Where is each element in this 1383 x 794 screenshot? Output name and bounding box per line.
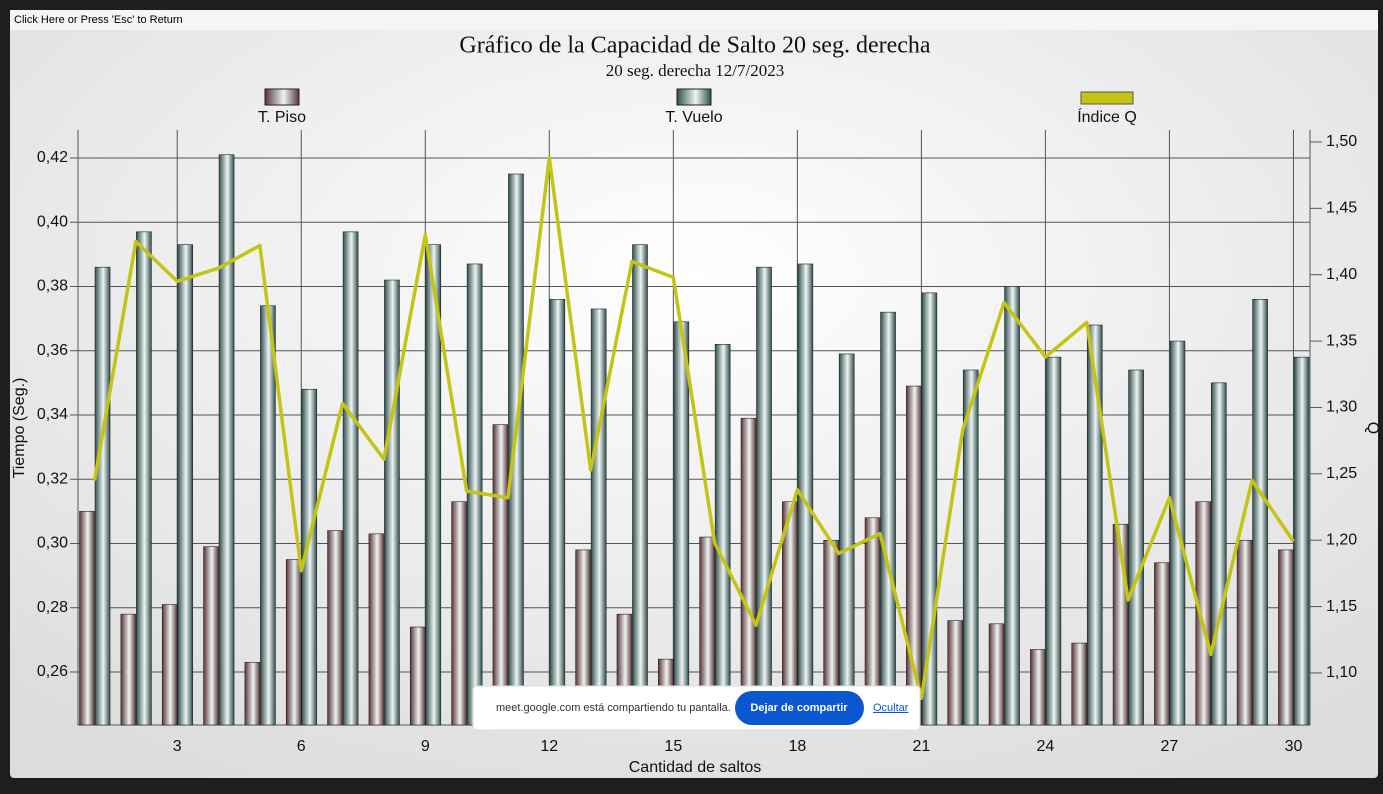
bar <box>1086 324 1103 726</box>
y-tick-label: 0,36 <box>37 342 68 359</box>
x-tick-label: 30 <box>1285 738 1303 755</box>
y-tick-label: 0,34 <box>37 406 68 423</box>
y2-tick-label: 1,40 <box>1326 266 1357 283</box>
y-tick-label: 0,38 <box>37 278 68 295</box>
y2-tick-label: 1,10 <box>1326 664 1357 681</box>
y-tick-label: 0,42 <box>37 149 68 166</box>
stop-button-label[interactable]: Dejar de compartir <box>750 702 848 714</box>
bar <box>714 343 731 726</box>
bar <box>1293 356 1310 726</box>
bar <box>79 511 95 726</box>
bar <box>120 613 137 726</box>
legend-swatch <box>676 88 712 106</box>
bar <box>136 231 152 726</box>
bar <box>880 311 896 726</box>
bar <box>177 244 194 726</box>
bar <box>1252 299 1268 726</box>
bar <box>756 266 772 726</box>
bar <box>409 626 426 726</box>
legend-swatch <box>264 88 300 106</box>
x-tick-label: 15 <box>664 738 682 755</box>
bar <box>203 546 219 726</box>
share-notice: meet.google.com está compartiendo tu pan… <box>496 702 731 714</box>
y2-tick-label: 1,35 <box>1326 332 1357 349</box>
bar <box>632 244 648 726</box>
y2-tick-label: 1,25 <box>1326 465 1357 482</box>
legend-swatch <box>1080 91 1134 105</box>
legend-label: T. Vuelo <box>665 109 722 126</box>
legend-label: T. Piso <box>258 109 306 126</box>
legend-label: Índice Q <box>1077 107 1137 126</box>
bar <box>260 305 276 726</box>
y2-tick-label: 1,15 <box>1326 598 1357 615</box>
y-tick-label: 0,32 <box>37 470 68 487</box>
x-tick-label: 6 <box>297 738 306 755</box>
chart-subtitle: 20 seg. derecha 12/7/2023 <box>606 61 784 80</box>
y2-tick-label: 1,50 <box>1326 133 1357 150</box>
share-bar: meet.google.com está compartiendo tu pan… <box>472 685 921 731</box>
y-tick-label: 0,40 <box>37 213 68 230</box>
bar <box>1195 501 1212 726</box>
y2-tick-label: 1,45 <box>1326 200 1357 217</box>
bar <box>244 662 261 726</box>
bar <box>285 559 302 726</box>
top-bar <box>10 10 1378 30</box>
x-tick-label: 21 <box>912 738 930 755</box>
bar <box>1004 286 1020 726</box>
bar <box>94 266 111 726</box>
bar <box>508 173 524 726</box>
bar <box>1210 382 1227 726</box>
bar <box>327 530 343 726</box>
hide-link[interactable]: Ocultar <box>873 702 909 714</box>
y-tick-label: 0,30 <box>37 535 68 552</box>
bar <box>1030 649 1046 726</box>
bar <box>1154 562 1170 726</box>
bar <box>962 369 979 726</box>
y-tick-label: 0,28 <box>37 599 68 616</box>
bar <box>673 321 690 726</box>
bar <box>740 417 757 726</box>
x-tick-label: 24 <box>1037 738 1055 755</box>
y2-axis-label: Q <box>1364 422 1381 434</box>
y-tick-label: 0,26 <box>37 663 68 680</box>
bar <box>1045 356 1062 726</box>
stop-button[interactable] <box>735 691 864 725</box>
bar <box>988 623 1005 726</box>
y2-tick-label: 1,30 <box>1326 399 1357 416</box>
bar <box>1236 539 1253 726</box>
bar <box>218 154 235 726</box>
x-axis-label: Cantidad de saltos <box>629 759 762 776</box>
bar <box>425 244 442 726</box>
bar <box>342 231 359 726</box>
x-tick-label: 3 <box>173 738 182 755</box>
bar <box>301 388 318 726</box>
x-tick-label: 27 <box>1161 738 1179 755</box>
bar <box>838 353 855 726</box>
bar <box>590 308 607 726</box>
bar <box>1278 549 1294 726</box>
x-tick-label: 12 <box>540 738 558 755</box>
bar <box>1071 642 1088 726</box>
chart-title: Gráfico de la Capacidad de Salto 20 seg.… <box>459 33 930 59</box>
bar <box>921 292 938 726</box>
bar <box>549 299 566 726</box>
bar <box>161 604 178 726</box>
line <box>92 156 1295 700</box>
bar <box>1128 369 1144 726</box>
x-tick-label: 9 <box>421 738 430 755</box>
return-hint[interactable]: Click Here or Press 'Esc' to Return <box>14 14 183 26</box>
bar <box>451 501 467 726</box>
bar <box>368 533 385 726</box>
plot: 0,26 0,28 0,30 0,32 0,34 0,36 0,38 0,40 0,42 3 6 9 1… <box>37 88 1357 755</box>
y-axis-label: Tiempo (Seg.) <box>11 378 28 479</box>
bar <box>492 424 509 726</box>
y2-tick-label: 1,20 <box>1326 531 1357 548</box>
x-tick-label: 18 <box>788 738 806 755</box>
bar <box>947 620 964 726</box>
bar <box>384 279 400 726</box>
